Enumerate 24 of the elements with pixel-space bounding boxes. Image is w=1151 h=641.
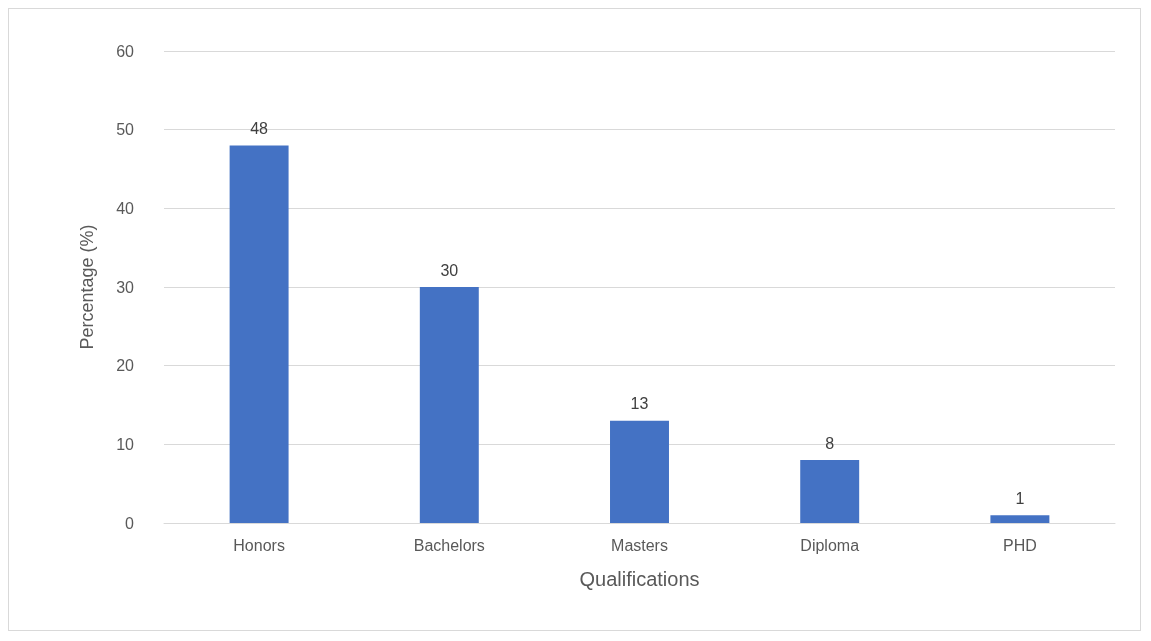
data-label: 30 — [440, 261, 459, 279]
x-tick-label: Honors — [233, 536, 285, 554]
bar — [229, 145, 289, 523]
y-tick-label: 50 — [116, 121, 135, 139]
x-axis-title: Qualifications — [579, 568, 700, 590]
data-label: 13 — [630, 395, 649, 413]
y-tick-label: 20 — [116, 357, 135, 375]
bar — [990, 515, 1050, 523]
bar — [419, 287, 479, 523]
y-tick-label: 30 — [116, 278, 135, 296]
y-tick-label: 60 — [116, 42, 135, 60]
y-tick-label: 0 — [125, 514, 135, 532]
data-label: 8 — [825, 434, 835, 452]
x-tick-label: Bachelors — [413, 536, 485, 554]
bar — [800, 460, 860, 523]
x-tick-label: Diploma — [800, 536, 860, 554]
data-label: 48 — [250, 119, 269, 137]
y-tick-label: 40 — [116, 199, 135, 217]
data-label: 1 — [1015, 489, 1025, 507]
y-tick-label: 10 — [116, 435, 135, 453]
y-axis-title: Percentage (%) — [77, 224, 97, 350]
x-tick-label: PHD — [1003, 536, 1037, 554]
x-tick-label: Masters — [611, 536, 668, 554]
bar — [610, 420, 669, 523]
